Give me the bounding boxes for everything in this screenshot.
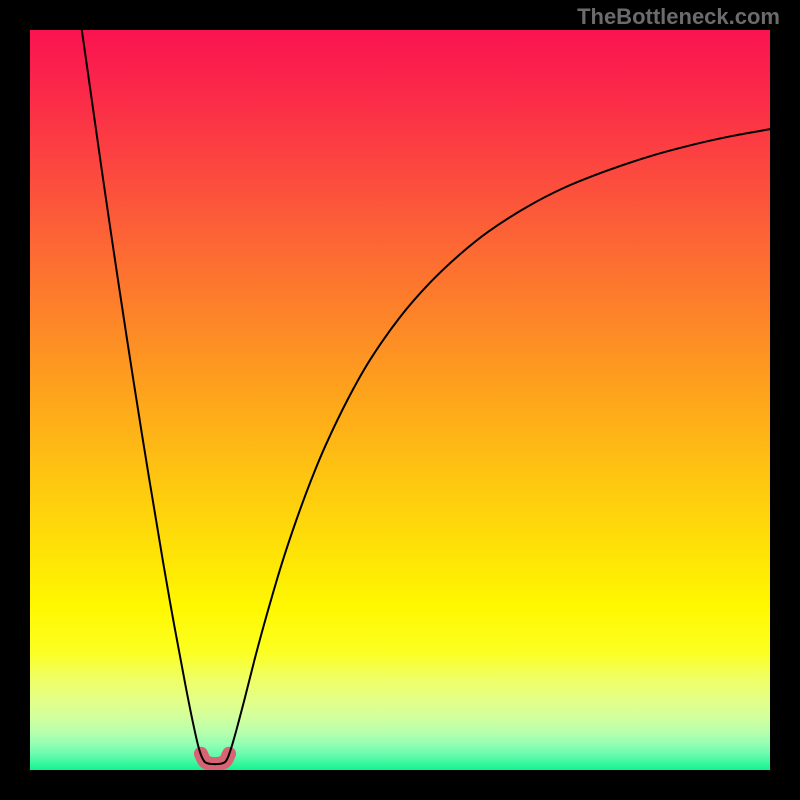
watermark-text: TheBottleneck.com bbox=[577, 4, 780, 30]
plot-area bbox=[30, 30, 770, 770]
chart-frame: TheBottleneck.com bbox=[0, 0, 800, 800]
